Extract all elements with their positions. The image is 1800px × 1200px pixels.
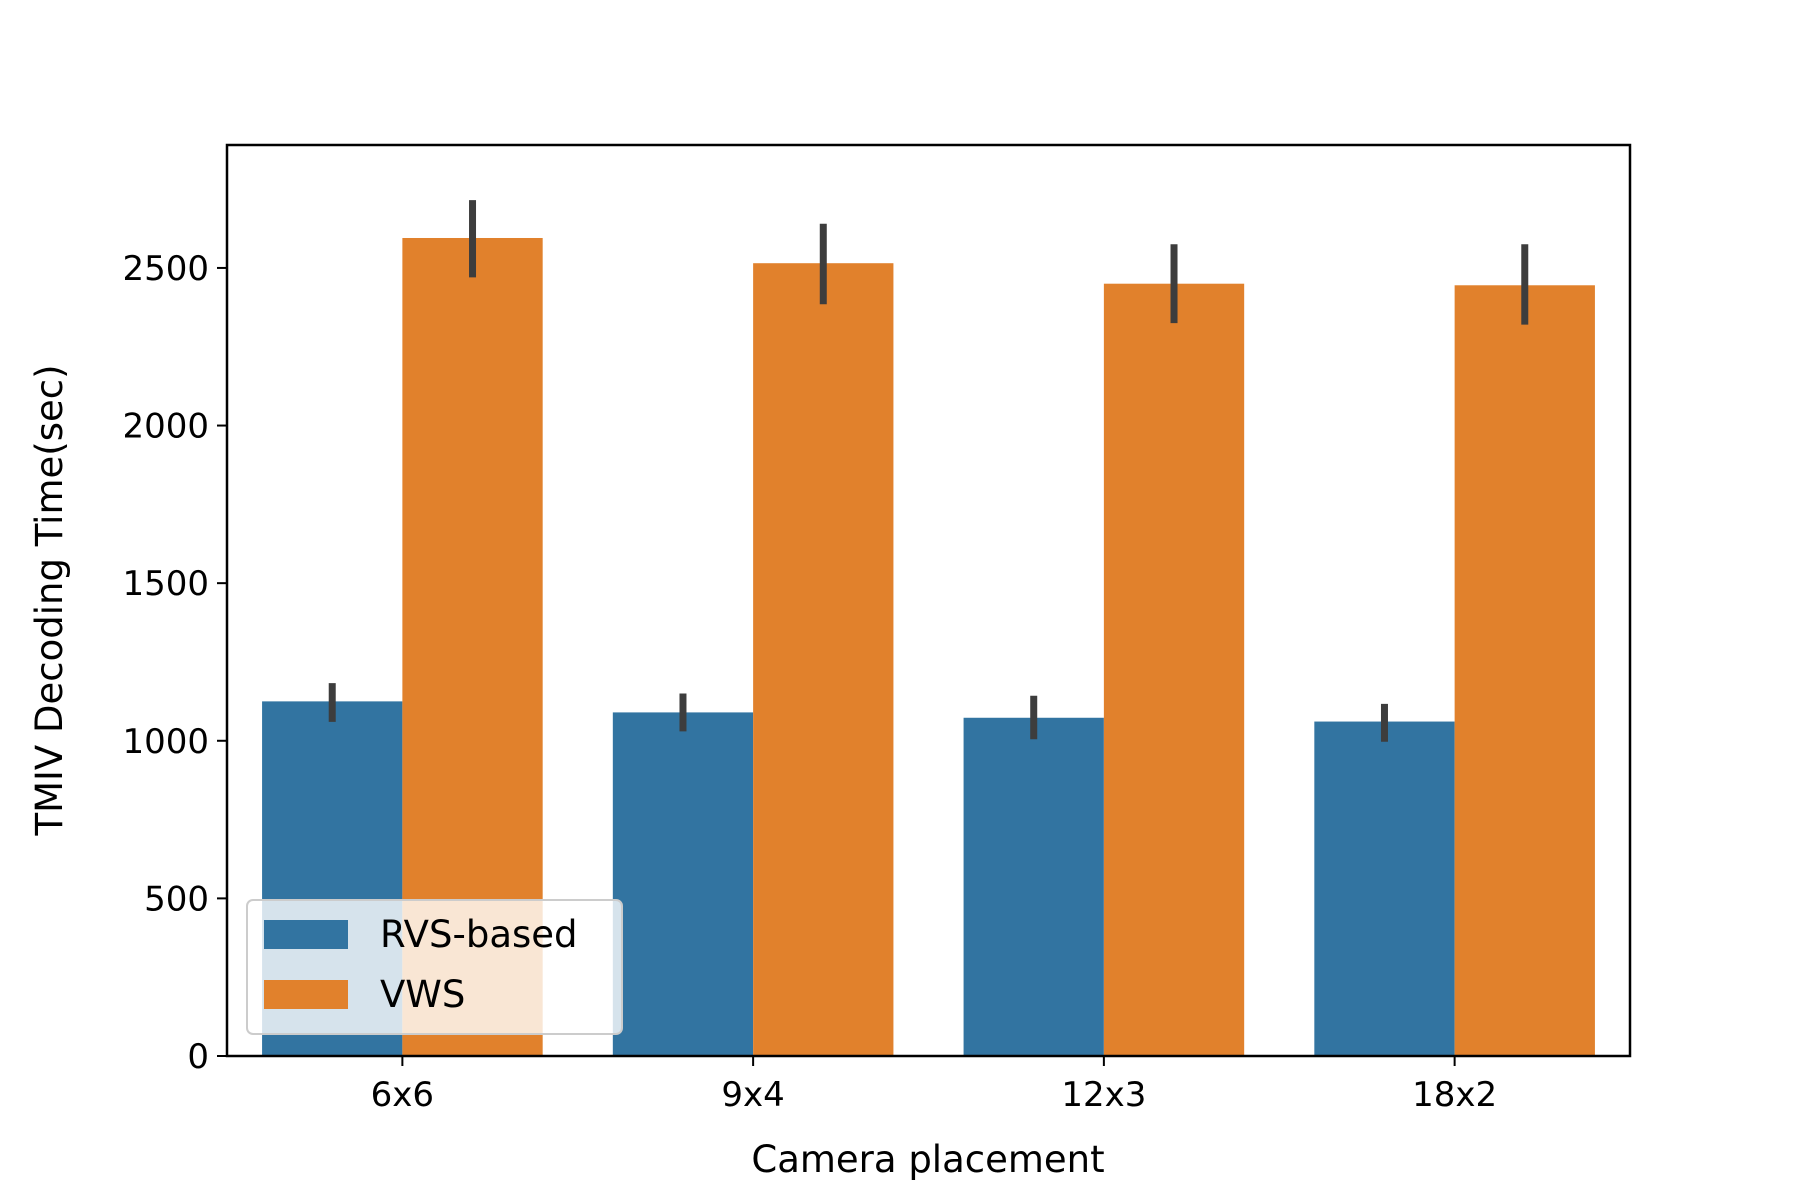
bar-vws-18x2 bbox=[1454, 285, 1595, 1056]
y-tick-label: 2500 bbox=[122, 249, 209, 289]
x-axis: 6x6 9x4 12x3 18x2 bbox=[371, 1056, 1497, 1115]
legend-label-vws: VWS bbox=[380, 973, 465, 1016]
x-tick-label-9x4: 9x4 bbox=[721, 1075, 784, 1115]
legend-swatch-vws bbox=[264, 980, 348, 1009]
y-tick-label: 1000 bbox=[122, 722, 209, 762]
bar-rvs-based-9x4 bbox=[612, 712, 754, 1056]
legend-swatch-rvs-based bbox=[264, 920, 348, 949]
y-tick-label: 2000 bbox=[122, 407, 209, 447]
legend: RVS-based VWS bbox=[246, 899, 623, 1035]
y-tick-label: 1500 bbox=[122, 564, 209, 604]
bar-vws-9x4 bbox=[753, 263, 894, 1056]
legend-label-rvs-based: RVS-based bbox=[380, 913, 578, 956]
x-tick-label-12x3: 12x3 bbox=[1061, 1075, 1146, 1115]
y-axis-label: TMIV Decoding Time(sec) bbox=[28, 364, 71, 836]
bar-rvs-based-18x2 bbox=[1314, 721, 1455, 1056]
plot-frame bbox=[225, 143, 1632, 1058]
x-tick-label-18x2: 18x2 bbox=[1412, 1075, 1497, 1115]
x-axis-label: Camera placement bbox=[751, 1138, 1104, 1181]
x-tick-label-6x6: 6x6 bbox=[371, 1075, 434, 1115]
error-bars-layer bbox=[328, 200, 1529, 742]
y-axis: 0 500 1000 1500 2000 2500 bbox=[122, 249, 227, 1077]
bar-rvs-based-12x3 bbox=[963, 717, 1104, 1056]
y-tick-label: 0 bbox=[187, 1037, 209, 1077]
bar-vws-12x3 bbox=[1103, 283, 1245, 1056]
y-tick-label: 500 bbox=[144, 879, 209, 919]
